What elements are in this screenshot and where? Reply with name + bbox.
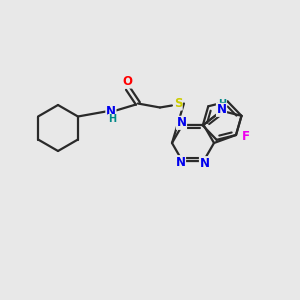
Text: S: S — [174, 97, 182, 110]
Text: H: H — [108, 115, 116, 124]
Text: N: N — [106, 105, 116, 118]
Text: N: N — [176, 156, 185, 169]
Text: H: H — [218, 99, 226, 109]
Text: N: N — [176, 116, 187, 129]
Text: N: N — [200, 157, 209, 170]
Text: N: N — [217, 103, 226, 116]
Text: F: F — [242, 130, 250, 143]
Text: O: O — [122, 75, 132, 88]
